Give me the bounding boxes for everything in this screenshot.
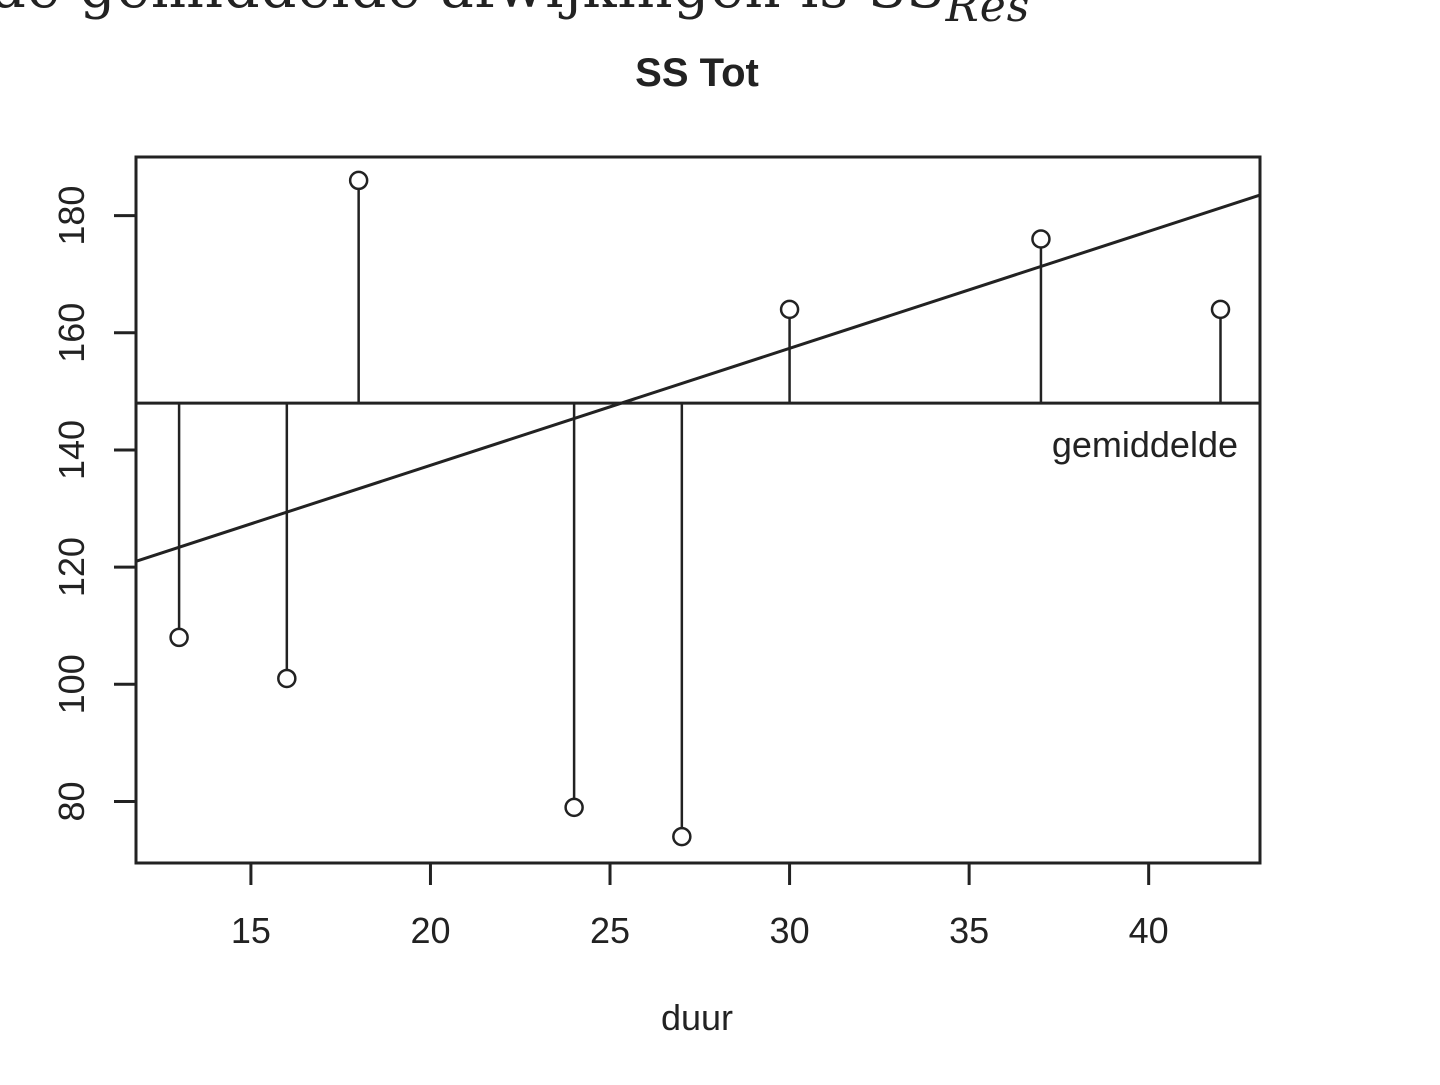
- y-tick-label: 180: [51, 186, 92, 246]
- x-axis-label: duur: [661, 997, 733, 1038]
- plot-area: gemiddelde: [135, 170, 1261, 847]
- chart-title: SS Tot: [635, 51, 759, 95]
- x-tick-label: 15: [231, 910, 271, 951]
- data-point: [779, 299, 800, 320]
- plot-frame: [134, 155, 1262, 865]
- x-tick-label: 30: [770, 910, 810, 951]
- document-text: de gemiddelde afwijkingen is SS: [0, 0, 946, 21]
- data-point: [277, 668, 297, 689]
- x-tick-label: 25: [590, 910, 630, 951]
- y-tick-label: 80: [51, 781, 92, 821]
- y-axis: 80 100 120 140 160 180: [51, 186, 136, 822]
- x-tick-label: 40: [1129, 910, 1169, 951]
- y-tick-label: 100: [51, 654, 92, 714]
- x-tick-label: 20: [410, 910, 450, 951]
- y-tick-label: 120: [51, 537, 92, 597]
- document-subscript: Res: [945, 0, 1031, 32]
- data-point: [1210, 299, 1231, 320]
- data-point: [672, 826, 692, 847]
- regression-line: [135, 193, 1261, 563]
- data-point: [169, 627, 189, 648]
- mean-line-label: gemiddelde: [1052, 424, 1238, 465]
- y-tick-label: 160: [51, 303, 92, 363]
- x-axis: 15 20 25 30 35 40: [231, 863, 1169, 951]
- data-point: [1031, 229, 1051, 249]
- x-tick-label: 35: [949, 910, 989, 951]
- data-point: [348, 170, 369, 191]
- document-text-line: de gemiddelde afwijkingen is SSRes: [0, 0, 1030, 32]
- y-tick-label: 140: [51, 420, 92, 480]
- data-point: [564, 797, 584, 818]
